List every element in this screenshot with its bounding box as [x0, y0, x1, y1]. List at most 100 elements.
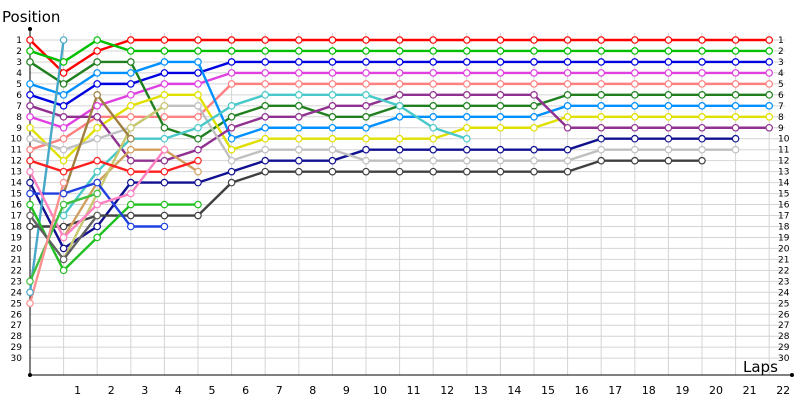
series-3-point — [429, 58, 438, 66]
series-3-point — [765, 58, 774, 66]
series-14-point — [462, 134, 471, 143]
x-tick-label: 3 — [141, 384, 148, 397]
series-3-point — [395, 58, 404, 66]
series-6-point — [194, 134, 202, 143]
y-tick-label-right: 25 — [778, 299, 789, 309]
series-11-point — [731, 145, 740, 154]
series-2-point — [127, 47, 135, 55]
series-6-point — [664, 91, 673, 99]
series-3-point — [630, 58, 639, 66]
series-12-point — [328, 167, 337, 176]
y-tick-label: 20 — [11, 244, 23, 254]
series-8-point — [630, 112, 639, 121]
y-tick-label: 5 — [16, 80, 22, 90]
series-9-point — [59, 112, 68, 121]
series-7-point — [59, 91, 68, 99]
series-4-point — [597, 69, 606, 77]
y-tick-label-right: 20 — [778, 244, 790, 254]
series-8-point — [362, 134, 370, 143]
series-2-point — [563, 47, 572, 55]
series-7-point — [328, 123, 337, 132]
series-10-point — [26, 178, 34, 187]
series-3-point — [26, 91, 34, 99]
series-6-point — [496, 102, 505, 110]
y-tick-label-right: 19 — [778, 233, 790, 243]
series-5-point — [698, 80, 706, 88]
series-5-point — [362, 80, 370, 88]
series-1-point — [429, 36, 438, 44]
chart-series — [26, 36, 774, 308]
series-3-point — [462, 58, 471, 66]
series-2-point — [93, 36, 102, 44]
series-18-point — [26, 200, 34, 209]
series-8-point — [698, 112, 706, 121]
y-tick-label-right: 2 — [778, 47, 784, 57]
y-tick-label: 7 — [16, 102, 22, 112]
y-tick-label-right: 22 — [778, 266, 789, 276]
series-3-point — [597, 58, 606, 66]
series-12-point — [362, 167, 370, 176]
y-tick-label-right: 24 — [778, 288, 790, 298]
x-tick-label: 16 — [575, 384, 589, 397]
series-9-point — [362, 102, 370, 110]
series-18-point — [93, 233, 102, 242]
series-8-point — [328, 134, 337, 143]
series-2-point — [160, 47, 169, 55]
series-7-point — [362, 123, 370, 132]
series-5-point — [765, 80, 774, 88]
series-10-point — [194, 178, 202, 187]
y-tick-label-right: 10 — [778, 135, 790, 145]
series-20-point — [127, 167, 135, 176]
series-10-point — [563, 145, 572, 154]
series-12-point — [664, 156, 673, 165]
series-17-point — [93, 91, 102, 99]
series-8-point — [731, 112, 740, 121]
series-3-point — [731, 58, 740, 66]
series-10-point — [362, 145, 370, 154]
x-tick-label: 19 — [675, 384, 689, 397]
series-6-point — [26, 58, 34, 66]
series-3-point — [194, 69, 202, 77]
series-12-point — [530, 167, 538, 176]
series-3-point — [563, 58, 572, 66]
series-9-point — [765, 123, 774, 132]
series-21-point — [59, 233, 68, 242]
x-tick-label: 10 — [373, 384, 387, 397]
y-tick-label-right: 23 — [778, 277, 789, 287]
series-7-point — [127, 69, 135, 77]
series-7-point — [698, 102, 706, 110]
y-tick-label: 22 — [11, 266, 22, 276]
series-11-point — [261, 145, 270, 154]
series-11-point — [93, 134, 102, 143]
series-18-point — [59, 266, 68, 275]
series-9-point — [530, 91, 538, 99]
y-tick-label-right: 26 — [778, 310, 790, 320]
series-line-11 — [29, 104, 736, 162]
series-3-point — [328, 58, 337, 66]
series-12-point — [597, 156, 606, 165]
series-6-point — [93, 58, 102, 66]
series-4-point — [261, 69, 270, 77]
series-4-point — [59, 123, 68, 132]
chart-axes: 1234567891011121314151617181920212223242… — [11, 27, 794, 397]
series-13-point — [26, 288, 34, 297]
y-tick-label-right: 1 — [778, 36, 784, 46]
series-1-point — [227, 36, 236, 44]
series-6-point — [227, 112, 236, 121]
y-tick-label: 1 — [16, 36, 22, 46]
x-tick-label: 2 — [108, 384, 115, 397]
series-5-point — [261, 80, 270, 88]
series-22-point — [59, 255, 68, 264]
series-11-point — [630, 145, 639, 154]
series-22-point — [93, 211, 102, 220]
series-20-point — [194, 156, 202, 165]
x-tick-label: 1 — [74, 384, 81, 397]
y-tick-label: 23 — [11, 277, 22, 287]
series-8-point — [597, 112, 606, 121]
series-21-point — [26, 167, 34, 176]
series-1-point — [530, 36, 538, 44]
series-21-point — [93, 200, 102, 209]
series-9-point — [698, 123, 706, 132]
y-tick-label-right: 29 — [778, 343, 790, 353]
series-18-point — [127, 200, 135, 209]
